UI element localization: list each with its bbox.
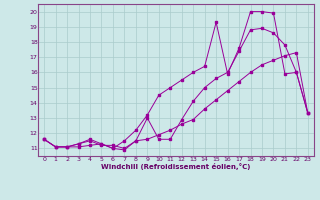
X-axis label: Windchill (Refroidissement éolien,°C): Windchill (Refroidissement éolien,°C)	[101, 163, 251, 170]
